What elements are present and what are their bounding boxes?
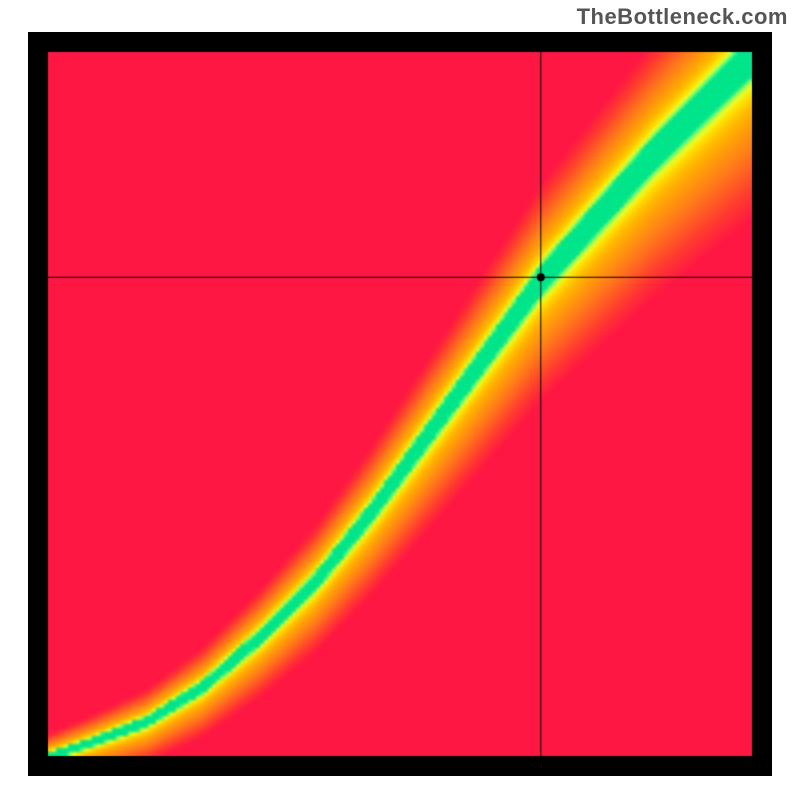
page-root: TheBottleneck.com (0, 0, 800, 800)
heatmap-chart (28, 32, 772, 776)
watermark-text: TheBottleneck.com (577, 4, 788, 30)
heatmap-canvas (28, 32, 772, 776)
